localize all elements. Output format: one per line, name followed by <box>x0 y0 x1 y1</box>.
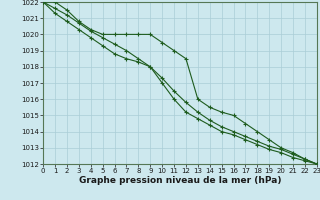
X-axis label: Graphe pression niveau de la mer (hPa): Graphe pression niveau de la mer (hPa) <box>79 176 281 185</box>
